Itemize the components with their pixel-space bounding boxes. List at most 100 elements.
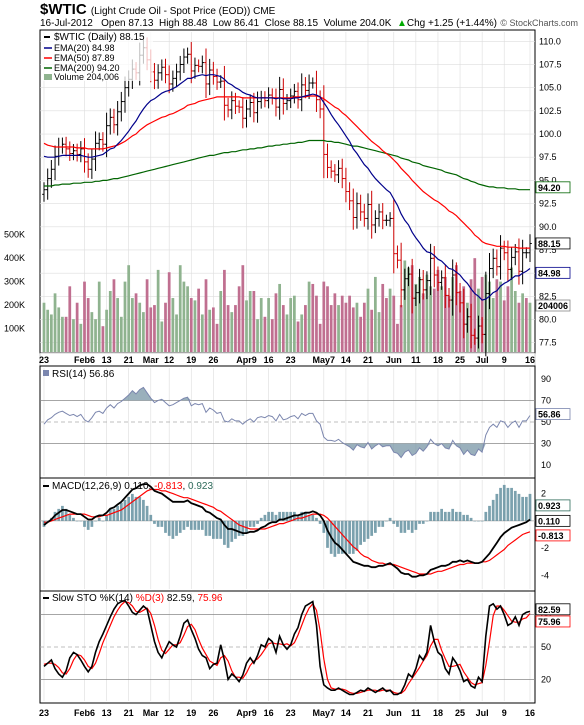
volume-bar [127,265,131,352]
macd-hist-tag: 0.923 [538,501,561,511]
macd-histogram-bar [149,514,153,521]
quote-volume: Volume 204.0K [323,18,392,29]
macd-axis-label: -2 [541,543,549,553]
volume-bar [399,305,403,352]
price-legend: $WTIC (Daily) 88.15 EMA(20) 84.98 EMA(50… [41,31,153,82]
x-axis-label: 12 [164,355,174,365]
volume-bar [245,300,248,352]
legend-bg [41,31,153,81]
rsi-axis-label: 50 [541,417,551,427]
rsi-axis-label: 30 [541,439,551,449]
volume-bar [79,323,83,352]
chart-symbol: $WTIC (Light Crude Oil - Spot Price (EOD… [40,1,275,18]
stoch-k-tag: 82.59 [538,605,561,615]
macd-histogram-bar [204,520,208,536]
macd-histogram-bar [134,496,138,521]
volume-bar [130,298,134,352]
volume-bar [153,305,156,352]
volume-bar [75,302,79,352]
macd-histogram-bar [340,520,344,554]
volume-bar [458,291,462,352]
volume-bar [116,298,120,352]
x-axis-label: 21 [124,355,134,365]
volume-bar [105,309,108,352]
macd-histogram-bar [425,520,429,522]
x-axis-label: 25 [455,355,465,365]
macd-histogram-bar [348,520,351,554]
x-axis-label: Mar [143,708,160,718]
price-axis-label: 80.0 [539,315,557,325]
macd-histogram-bar [241,520,245,536]
macd-histogram-bar [421,520,425,524]
volume-bar [407,267,410,352]
volume-tag-box [535,299,571,312]
macd-histogram-bar [414,520,418,530]
macd-histogram-bar [72,517,75,521]
volume-bar [333,293,337,352]
x-axis-label: 16 [525,355,535,365]
volume-bar [473,258,477,352]
price-bars [42,37,532,357]
macd-legend-v1: 0.110 [124,481,149,492]
macd-histogram-bar [167,520,171,536]
macd-histogram-bar [359,520,363,545]
macd-histogram-bar [326,520,329,548]
macd-histogram-bar [484,511,488,521]
macd-histogram-bar [182,520,186,530]
macd-histogram-bar [211,520,215,539]
macd-legend-name: MACD(12,26,9) [52,481,121,492]
stoch-k-line [43,599,531,696]
x-axis-label: 16 [525,708,535,718]
macd-histogram-bar [469,517,473,521]
ema-lines [43,74,531,301]
volume-bar [160,321,164,352]
quote-change: Chg +1.25 (+1.44%) [406,18,497,29]
quote-high: High 88.48 [158,18,208,29]
price-axis-label: 105.0 [539,83,562,93]
macd-histogram-bar [322,520,326,533]
macd-value-tag: 0.110 [538,516,560,526]
macd-histogram-bar [171,520,175,539]
macd-histogram-bar [524,496,528,521]
volume-bar [134,293,138,352]
volume-bar [208,309,212,352]
macd-histogram-bar [156,520,160,527]
macd-histogram-bar [256,520,259,524]
rsi-legend-swatch [43,370,49,376]
volume-bar [502,300,506,352]
macd-histogram-bar [226,520,230,548]
macd-histogram-bar [105,514,108,521]
volume-bar [178,265,182,352]
volume-bar [142,312,145,352]
macd-histogram-bar [186,520,189,527]
macd-histogram-bar [274,514,278,521]
volume-bar [112,279,116,352]
x-axis-label: Feb6 [74,355,95,365]
volume-bar [200,314,204,352]
volume-bar [270,319,274,352]
volume-bar [425,274,429,352]
volume-bar [447,295,451,352]
volume-bar [219,291,223,352]
stoch-legend-v2: 75.96 [197,593,222,604]
stoch-k-tag-box [535,603,571,616]
x-axis-label: 19 [186,708,196,718]
macd-value-tag-box [535,514,571,527]
rsi-plot [40,386,535,459]
ema200-tag: 94.20 [538,183,561,193]
price-axis-label: 97.5 [539,152,557,162]
macd-histogram-bar [351,520,355,554]
macd-histogram-bar [528,493,532,521]
volume-bar [362,302,366,352]
x-axis-label: 23 [39,708,49,718]
ema200-tag-box [535,181,571,194]
volume-bar [351,307,355,352]
macd-histogram-bar [83,520,86,527]
macd-signal-tag: -0.813 [538,531,564,541]
macd-histogram-bar [223,520,226,545]
volume-bar [440,286,444,352]
macd-histogram-bar [373,520,377,533]
macd-histogram-bar [429,511,432,521]
macd-histogram-bar [292,511,296,521]
macd-histogram-bar [403,520,407,533]
